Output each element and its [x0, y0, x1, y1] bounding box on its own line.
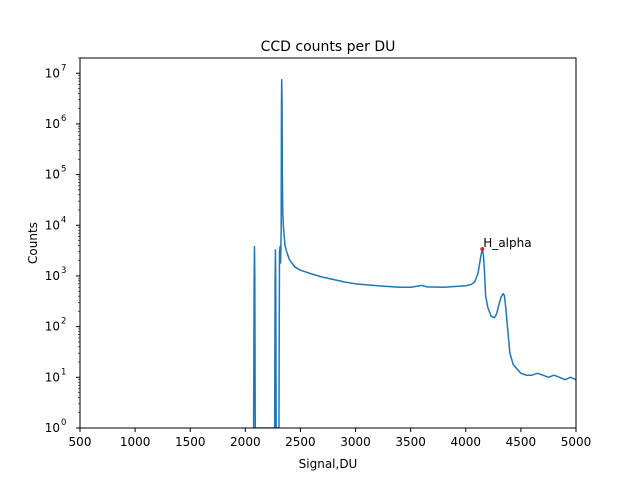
- y-tick-exponent: 7: [61, 63, 66, 73]
- x-axis-ticks: 500 1000 1500 2000 2500 3000 3500 4000 4500 5000: [69, 428, 592, 449]
- y-tick-exponent: 3: [61, 266, 66, 276]
- y-tick-exponent: 4: [61, 215, 66, 225]
- y-tick-label: 10: [45, 269, 60, 283]
- series-layer: [252, 78, 576, 428]
- plot-frame: [79, 57, 577, 429]
- x-tick-label: 2500: [285, 435, 316, 449]
- x-tick-label: 1000: [120, 435, 151, 449]
- annotation-label: H_alpha: [483, 236, 531, 250]
- x-tick-label: 5000: [561, 435, 592, 449]
- x-tick-label: 1500: [175, 435, 206, 449]
- y-axis-label: Counts: [26, 222, 40, 264]
- x-tick-label: 3000: [340, 435, 371, 449]
- x-tick-label: 2000: [230, 435, 261, 449]
- y-tick-label: 10: [45, 421, 60, 435]
- y-tick-label: 10: [45, 320, 60, 334]
- annotation-layer: H_alpha: [480, 236, 532, 252]
- y-tick-exponent: 1: [61, 367, 66, 377]
- x-axis-label: Signal,DU: [299, 457, 358, 471]
- x-tick-label: 4000: [451, 435, 482, 449]
- y-tick-label: 10: [45, 168, 60, 182]
- y-tick-exponent: 6: [61, 114, 66, 124]
- y-tick-exponent: 0: [61, 418, 66, 428]
- y-tick-label: 10: [45, 117, 60, 131]
- annotation-marker: [480, 247, 485, 252]
- x-tick-label: 500: [69, 435, 92, 449]
- y-tick-label: 10: [45, 66, 60, 80]
- series-line-0: [252, 78, 576, 428]
- y-tick-exponent: 2: [61, 317, 66, 327]
- y-tick-exponent: 5: [61, 165, 66, 175]
- x-tick-label: 3500: [395, 435, 426, 449]
- y-tick-label: 10: [45, 218, 60, 232]
- y-tick-label: 10: [45, 370, 60, 384]
- x-tick-label: 4500: [506, 435, 537, 449]
- chart-title: CCD counts per DU: [261, 39, 396, 55]
